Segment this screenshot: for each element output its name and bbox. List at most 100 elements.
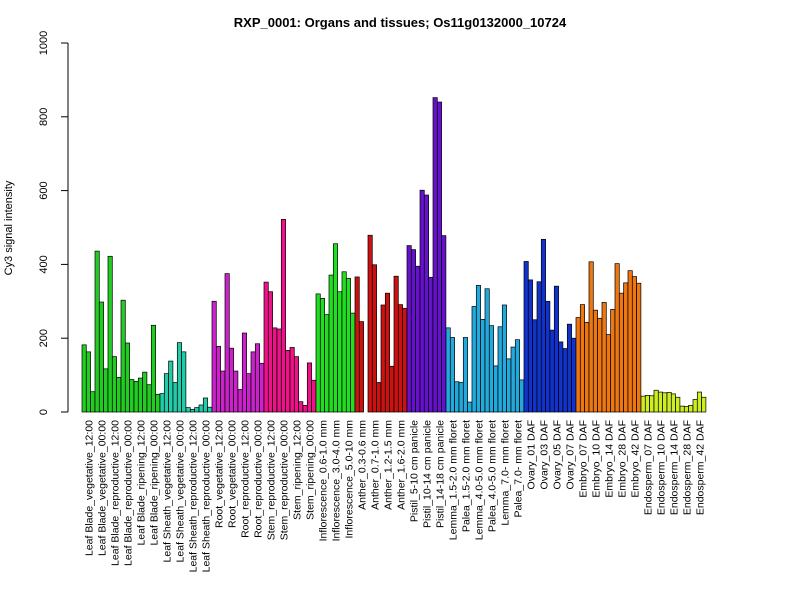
bar bbox=[311, 379, 317, 413]
bar bbox=[172, 382, 178, 413]
bar bbox=[484, 288, 490, 413]
bar bbox=[81, 344, 87, 413]
x-tick-label: Endosperm_07 DAF bbox=[642, 420, 654, 515]
bar bbox=[111, 356, 117, 413]
x-tick-label: Leaf Blade_vegetative_12:00 bbox=[83, 420, 95, 556]
bar bbox=[462, 337, 468, 413]
bar bbox=[493, 365, 499, 413]
bar bbox=[376, 382, 382, 413]
x-tick-label: Leaf Blade_vegetative_00:00 bbox=[96, 420, 108, 556]
x-tick-label: Endosperm_14 DAF bbox=[668, 420, 680, 515]
bar bbox=[241, 332, 247, 413]
bar bbox=[85, 351, 91, 413]
bar bbox=[623, 282, 629, 413]
x-tick-label: Ovary_05 DAF bbox=[551, 420, 563, 489]
bar bbox=[293, 356, 299, 413]
bar bbox=[389, 365, 395, 413]
x-axis-labels: Leaf Blade_vegetative_12:00 Leaf Blade_ve… bbox=[83, 420, 706, 573]
bar bbox=[246, 373, 252, 413]
x-tick-label: Root_vegetative_00:00 bbox=[226, 420, 238, 528]
bar bbox=[666, 392, 672, 413]
bar bbox=[337, 291, 343, 413]
x-tick-label: Embryo_42 DAF bbox=[629, 420, 641, 498]
bar bbox=[428, 276, 434, 413]
bar bbox=[445, 327, 451, 413]
x-tick-label: Endosperm_28 DAF bbox=[681, 420, 693, 515]
bar bbox=[701, 396, 707, 413]
bar bbox=[670, 393, 676, 413]
x-tick-label: Endosperm_42 DAF bbox=[694, 420, 706, 515]
x-tick-label: Embryo_14 DAF bbox=[603, 420, 615, 498]
x-tick-label: Leaf Sheath_reproductive_12:00 bbox=[187, 420, 199, 573]
bar bbox=[532, 319, 538, 413]
bar bbox=[150, 324, 156, 413]
bar bbox=[627, 270, 633, 413]
bar bbox=[90, 391, 96, 413]
bar bbox=[306, 362, 312, 413]
bar bbox=[454, 381, 460, 413]
x-tick-label: Leaf Blade_ripening_00:00 bbox=[148, 420, 160, 546]
x-tick-label: Palea_4.0-5.0 mm floret bbox=[486, 420, 498, 532]
x-tick-label: Stem_ripening_00:00 bbox=[304, 420, 316, 520]
bar bbox=[545, 300, 551, 413]
x-tick-label: Embryo_10 DAF bbox=[590, 420, 602, 498]
bar bbox=[328, 274, 334, 413]
x-tick-label: Leaf Sheath_vegetative_00:00 bbox=[174, 420, 186, 563]
bar bbox=[380, 304, 386, 413]
bar bbox=[640, 395, 646, 413]
bar bbox=[397, 304, 403, 413]
bar bbox=[159, 393, 165, 413]
bar bbox=[527, 279, 533, 413]
bar bbox=[137, 377, 143, 413]
bar bbox=[124, 342, 130, 413]
bar bbox=[467, 401, 473, 413]
y-tick-label: 1000 bbox=[38, 31, 50, 55]
bar bbox=[475, 285, 481, 413]
bar bbox=[367, 234, 373, 413]
chart-title: RXP_0001: Organs and tissues; Os11g01320… bbox=[234, 15, 567, 30]
x-tick-label: Inflorescence_5.0-10 mm bbox=[343, 420, 355, 539]
bar bbox=[272, 327, 278, 413]
bar bbox=[675, 396, 681, 413]
bar bbox=[653, 389, 659, 413]
x-tick-label: Anther_0.3-0.6 mm bbox=[356, 420, 368, 510]
x-tick-label: Ovary_01 DAF bbox=[525, 420, 537, 489]
x-tick-label: Ovary_03 DAF bbox=[538, 420, 550, 489]
bar bbox=[315, 293, 321, 413]
bar bbox=[289, 347, 295, 413]
x-tick-label: Pistil_10-14 cm panicle bbox=[421, 420, 433, 528]
y-tick-label: 400 bbox=[38, 255, 50, 273]
bar bbox=[319, 298, 325, 413]
bar bbox=[436, 101, 442, 413]
bar bbox=[259, 362, 265, 413]
bar bbox=[285, 350, 291, 413]
x-tick-label: Root_reproductive_12:00 bbox=[239, 420, 251, 538]
bar bbox=[662, 392, 668, 413]
bar bbox=[614, 263, 620, 413]
bar bbox=[601, 302, 607, 413]
bar bbox=[592, 309, 598, 413]
bar bbox=[683, 406, 689, 413]
bar bbox=[98, 301, 104, 413]
x-tick-label: Palea_7.0- mm floret bbox=[512, 420, 524, 518]
bar bbox=[202, 397, 208, 413]
bar bbox=[146, 384, 152, 413]
bar bbox=[107, 255, 113, 413]
bar bbox=[501, 304, 507, 413]
bar bbox=[298, 401, 304, 413]
bar bbox=[540, 238, 546, 413]
bar bbox=[423, 194, 429, 413]
bar bbox=[194, 407, 200, 413]
bar bbox=[536, 281, 542, 413]
x-tick-label: Anther_1.6-2.0 mm bbox=[395, 420, 407, 510]
x-tick-label: Embryo_28 DAF bbox=[616, 420, 628, 498]
bar bbox=[692, 399, 698, 413]
y-axis-label: Cy3 signal intensity bbox=[3, 180, 15, 275]
bar bbox=[324, 314, 330, 413]
bar bbox=[480, 319, 486, 413]
bars-group bbox=[81, 97, 707, 413]
bar bbox=[558, 341, 564, 413]
bar bbox=[354, 276, 360, 413]
x-tick-label: Stem_reproductive_00:00 bbox=[278, 420, 290, 540]
bar bbox=[488, 325, 494, 413]
